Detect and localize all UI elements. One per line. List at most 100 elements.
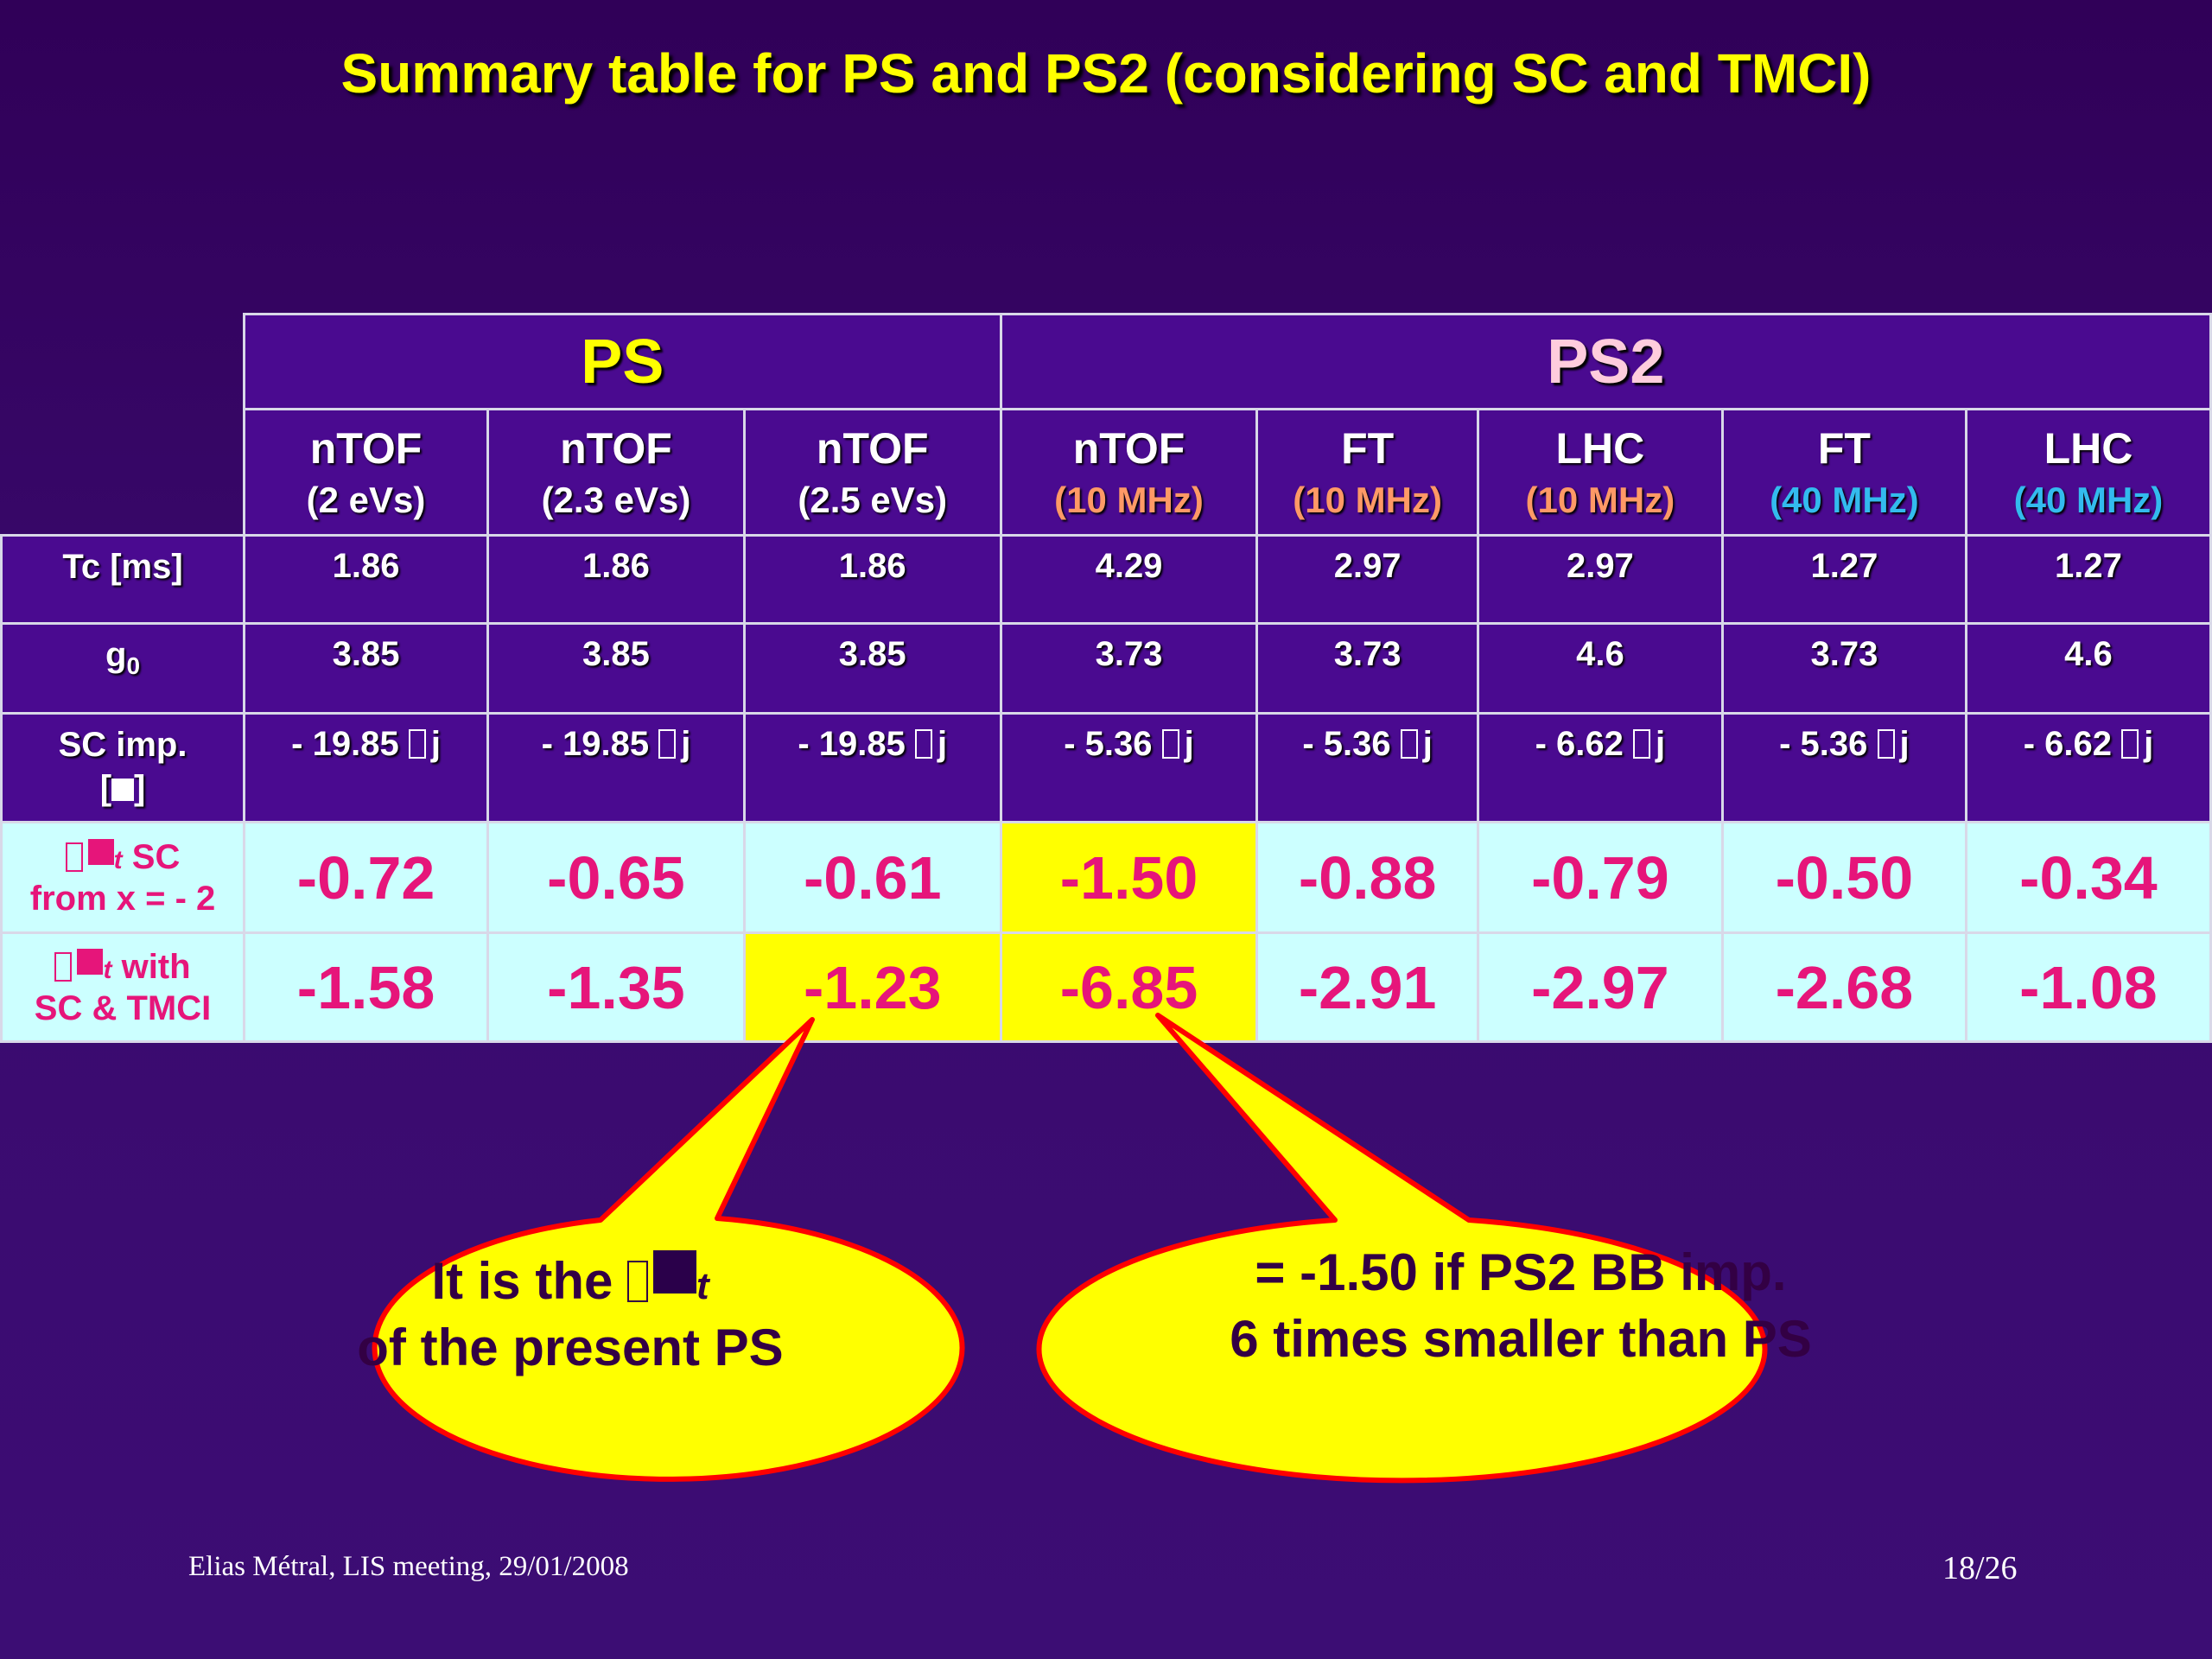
column-subtitle: (2 eVs) <box>306 479 426 520</box>
missing-glyph-icon <box>54 951 73 982</box>
column-subtitle: (2.3 eVs) <box>541 479 691 520</box>
left-callout-bubble <box>372 1017 965 1482</box>
g0-cell: 3.85 <box>742 622 1002 715</box>
group-header-ps: PS <box>243 313 1002 410</box>
g0-cell: 3.73 <box>1255 622 1479 715</box>
column-subtitle: (10 MHz) <box>1525 479 1675 520</box>
column-header: FT (10 MHz) <box>1255 408 1479 537</box>
tmci-value-cell: -1.58 <box>243 931 490 1043</box>
row-header-g0: g0 <box>0 622 246 715</box>
sc-label: SC <box>131 837 181 876</box>
missing-glyph-icon <box>658 729 677 759</box>
sc-imp-value: - 5.36 <box>1779 725 1868 763</box>
right-callout-bubble <box>1036 1013 1768 1484</box>
tc-cell: 1.27 <box>1720 534 1967 625</box>
tc-cell: 2.97 <box>1255 534 1479 625</box>
sc-imp-value: - 5.36 <box>1302 725 1391 763</box>
g0-cell: 3.85 <box>486 622 746 715</box>
summary-table: PS PS2 nTOF (2 eVs) nTOF (2.3 eVs) nTOF (2.… <box>0 313 2212 1043</box>
column-header: nTOF (10 MHz) <box>999 408 1259 537</box>
column-header: LHC (10 MHz) <box>1476 408 1724 537</box>
column-subtitle: (40 MHz) <box>2013 479 2164 520</box>
t-subscript: t <box>103 955 112 984</box>
left-callout-text: It is the t of the present PS <box>285 1249 855 1382</box>
footer-author: Elias Métral, LIS meeting, 29/01/2008 <box>188 1551 629 1582</box>
column-name: FT <box>1341 423 1395 473</box>
sc-imp-unit: j <box>2144 725 2154 763</box>
missing-glyph-icon <box>1877 729 1895 759</box>
right-callout-line2: 6 times smaller than PS <box>1230 1309 1812 1368</box>
sc-imp-unit-close: ] <box>134 769 146 807</box>
sc-imp-value: - 19.85 <box>541 725 650 763</box>
missing-glyph-icon <box>1161 729 1179 759</box>
sc-value-cell: -0.34 <box>1964 821 2212 934</box>
tmci-value-cell: -2.91 <box>1255 931 1479 1043</box>
g0-label: g <box>105 636 127 674</box>
tmci-label-line2: SC & TMCI <box>34 988 212 1027</box>
column-subtitle: (10 MHz) <box>1054 479 1204 520</box>
sc-value-cell: -0.79 <box>1476 821 1724 934</box>
row-header-tmci: t with SC & TMCI <box>0 931 246 1043</box>
column-name: nTOF <box>309 423 423 473</box>
ohm-icon <box>111 779 135 801</box>
group-header-ps2: PS2 <box>999 313 2212 410</box>
tmci-value-cell: -1.08 <box>1964 931 2212 1043</box>
sc-imp-unit: j <box>430 725 441 763</box>
sc-imp-value: - 19.85 <box>291 725 399 763</box>
sc-imp-cell: - 6.62 j <box>1964 712 2212 823</box>
tmci-value-cell-highlighted: -6.85 <box>999 931 1259 1043</box>
symbol-square-icon <box>87 838 114 865</box>
left-callout-subscript: t <box>696 1265 709 1307</box>
g0-cell: 3.85 <box>243 622 490 715</box>
sc-imp-unit: j <box>938 725 948 763</box>
sc-imp-unit: j <box>1422 725 1433 763</box>
sc-imp-unit: j <box>681 725 691 763</box>
missing-glyph-icon <box>915 729 932 759</box>
row-header-sc-imp: SC imp. [] <box>0 712 246 823</box>
right-callout-line1: = -1.50 if PS2 BB imp. <box>1255 1243 1787 1301</box>
missing-glyph-icon <box>65 842 83 872</box>
tc-cell: 1.86 <box>742 534 1002 625</box>
sc-value-cell: -0.72 <box>243 821 490 934</box>
tc-cell: 2.97 <box>1476 534 1724 625</box>
row-header-tc: Tc [ms] <box>0 534 246 625</box>
sc-imp-cell: - 5.36 j <box>1255 712 1479 823</box>
sc-value-cell: -0.50 <box>1720 821 1967 934</box>
right-callout-text: = -1.50 if PS2 BB imp. 6 times smaller t… <box>1158 1240 1884 1373</box>
column-name: nTOF <box>1072 423 1185 473</box>
sc-label-line2: from x = - 2 <box>29 879 216 918</box>
column-header: FT (40 MHz) <box>1720 408 1967 537</box>
left-callout-line2: of the present PS <box>357 1318 784 1376</box>
sc-imp-cell: - 19.85 j <box>243 712 490 823</box>
sc-imp-unit: j <box>1656 725 1666 763</box>
sc-imp-value: - 6.62 <box>1535 725 1624 763</box>
sc-value-cell: -0.88 <box>1255 821 1479 934</box>
column-name: nTOF <box>560 423 672 473</box>
column-header: nTOF (2.5 eVs) <box>742 408 1002 537</box>
sc-imp-cell: - 5.36 j <box>999 712 1259 823</box>
sc-imp-cell: - 19.85 j <box>486 712 746 823</box>
column-name: LHC <box>2044 423 2133 473</box>
g0-cell: 4.6 <box>1476 622 1724 715</box>
column-subtitle: (10 MHz) <box>1293 479 1442 520</box>
sc-value-cell: -0.61 <box>742 821 1002 934</box>
sc-imp-unit: j <box>1899 725 1910 763</box>
tmci-label: with <box>121 947 191 986</box>
slide-title: Summary table for PS and PS2 (considerin… <box>340 42 1872 105</box>
column-name: nTOF <box>816 423 929 473</box>
column-name: LHC <box>1555 423 1645 473</box>
tc-cell: 1.86 <box>243 534 490 625</box>
column-subtitle: (40 MHz) <box>1770 479 1919 520</box>
tmci-value-cell: -1.35 <box>486 931 746 1043</box>
column-subtitle: (2.5 eVs) <box>798 479 948 520</box>
tc-cell: 4.29 <box>999 534 1259 625</box>
missing-glyph-icon <box>2121 729 2139 759</box>
column-header: nTOF (2.3 eVs) <box>486 408 746 537</box>
page-number: 18/26 <box>1942 1550 2018 1586</box>
tmci-value-cell: -2.68 <box>1720 931 1967 1043</box>
sc-imp-unit-open: [ <box>99 769 112 807</box>
sc-imp-value: - 6.62 <box>2023 725 2112 763</box>
sc-value-cell-highlighted: -1.50 <box>999 821 1259 934</box>
sc-imp-value: - 19.85 <box>798 725 906 763</box>
tc-cell: 1.27 <box>1964 534 2212 625</box>
